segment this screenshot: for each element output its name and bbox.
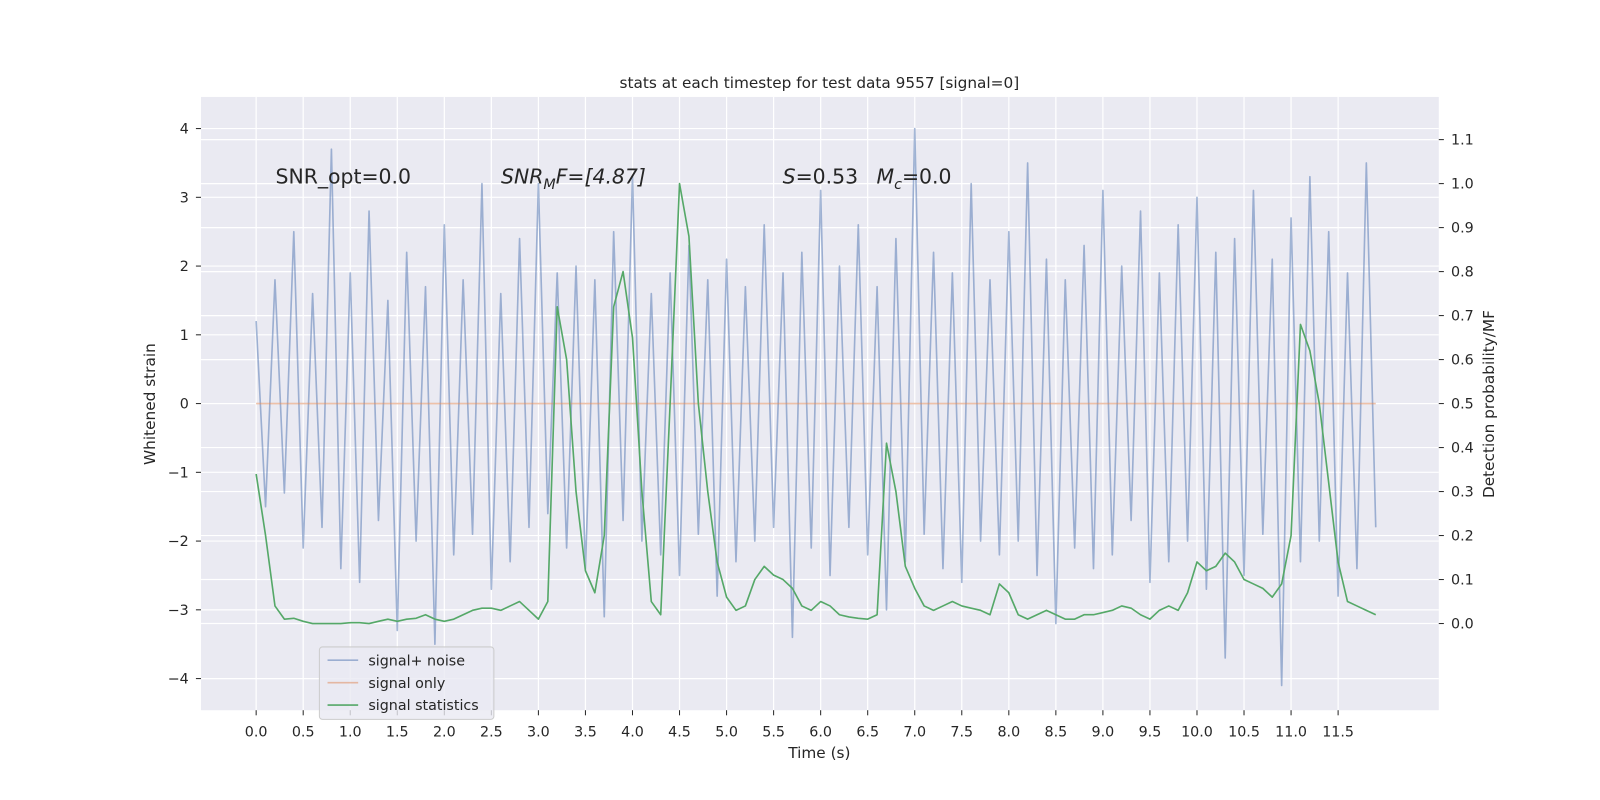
chart-title: stats at each timestep for test data 955… — [620, 74, 1020, 92]
annotation-text: M — [877, 165, 895, 189]
y2-axis-label: Detection probability/MF — [1480, 310, 1498, 498]
x-tick-label: 11.5 — [1322, 725, 1354, 741]
x-tick-label: 6.5 — [856, 725, 879, 741]
x-tick-label: 7.0 — [903, 725, 926, 741]
annotation: SNR_opt=0.0 — [276, 165, 412, 190]
y2-tick-label: 0.7 — [1451, 309, 1474, 325]
x-tick-label: 5.0 — [715, 725, 738, 741]
x-tick-label: 1.0 — [339, 725, 362, 741]
y2-tick-label: 0.6 — [1451, 353, 1474, 369]
legend-box — [318, 646, 495, 720]
x-tick-label: 0.0 — [245, 725, 268, 741]
y-tick-label: −3 — [168, 603, 189, 619]
annotation: Mc=0.0 — [877, 165, 952, 193]
y-tick-label: 3 — [180, 190, 189, 206]
legend-label: signal+ noise — [368, 653, 465, 669]
annotation: S=0.53 — [783, 165, 858, 189]
annotation-text: S — [783, 165, 796, 189]
x-tick-label: 0.5 — [292, 725, 315, 741]
y2-tick-label: 0.9 — [1451, 221, 1474, 237]
annotation: SNRMF=[4.87] — [501, 165, 646, 193]
x-tick-label: 4.0 — [621, 725, 644, 741]
x-tick-label: 8.0 — [997, 725, 1020, 741]
series-line — [255, 127, 1377, 687]
y2-tick-label: 0.1 — [1451, 573, 1474, 589]
y-tick-label: 4 — [180, 122, 189, 138]
legend-label: signal only — [368, 676, 445, 692]
x-tick-label: 6.0 — [809, 725, 832, 741]
y-axis-label: Whitened strain — [141, 343, 159, 465]
x-tick-label: 10.0 — [1181, 725, 1213, 741]
y-tick-label: −2 — [168, 534, 189, 550]
x-axis-label: Time (s) — [787, 744, 850, 762]
annotation-text: F=[4.87] — [556, 165, 646, 189]
annotation-text: =0.0 — [902, 165, 952, 189]
y-tick-label: −4 — [168, 672, 189, 688]
y-tick-label: 0 — [180, 397, 189, 413]
x-tick-label: 5.5 — [762, 725, 785, 741]
legend-label: signal statistics — [368, 698, 478, 714]
x-tick-label: 9.0 — [1092, 725, 1115, 741]
x-tick-label: 2.5 — [480, 725, 503, 741]
annotation-text: M — [543, 177, 555, 193]
x-tick-label: 3.0 — [527, 725, 550, 741]
y2-tick-label: 1.1 — [1451, 133, 1474, 149]
y2-tick-label: 1.0 — [1451, 177, 1474, 193]
y2-tick-label: 0.8 — [1451, 265, 1474, 281]
x-tick-label: 10.5 — [1228, 725, 1260, 741]
y-tick-label: 1 — [180, 328, 189, 344]
y2-tick-label: 0.5 — [1451, 397, 1474, 413]
series-line — [255, 182, 1377, 625]
x-tick-label: 1.5 — [386, 725, 409, 741]
annotation-text: =0.53 — [796, 165, 859, 189]
x-tick-label: 8.5 — [1045, 725, 1068, 741]
y-tick-label: −1 — [168, 465, 189, 481]
y2-tick-label: 0.0 — [1451, 617, 1474, 633]
x-tick-label: 9.5 — [1139, 725, 1162, 741]
x-tick-label: 4.5 — [668, 725, 691, 741]
annotation-text: SNR_opt=0.0 — [276, 165, 412, 190]
x-tick-label: 11.0 — [1275, 725, 1307, 741]
y-tick-label: 2 — [180, 259, 189, 275]
x-tick-label: 7.5 — [950, 725, 973, 741]
annotation-text: SNR — [501, 165, 543, 189]
y2-tick-label: 0.4 — [1451, 441, 1474, 457]
y2-tick-label: 0.3 — [1451, 485, 1474, 501]
x-tick-label: 3.5 — [574, 725, 597, 741]
x-tick-label: 2.0 — [433, 725, 456, 741]
y2-tick-label: 0.2 — [1451, 529, 1474, 545]
annotation-text: c — [894, 177, 902, 193]
